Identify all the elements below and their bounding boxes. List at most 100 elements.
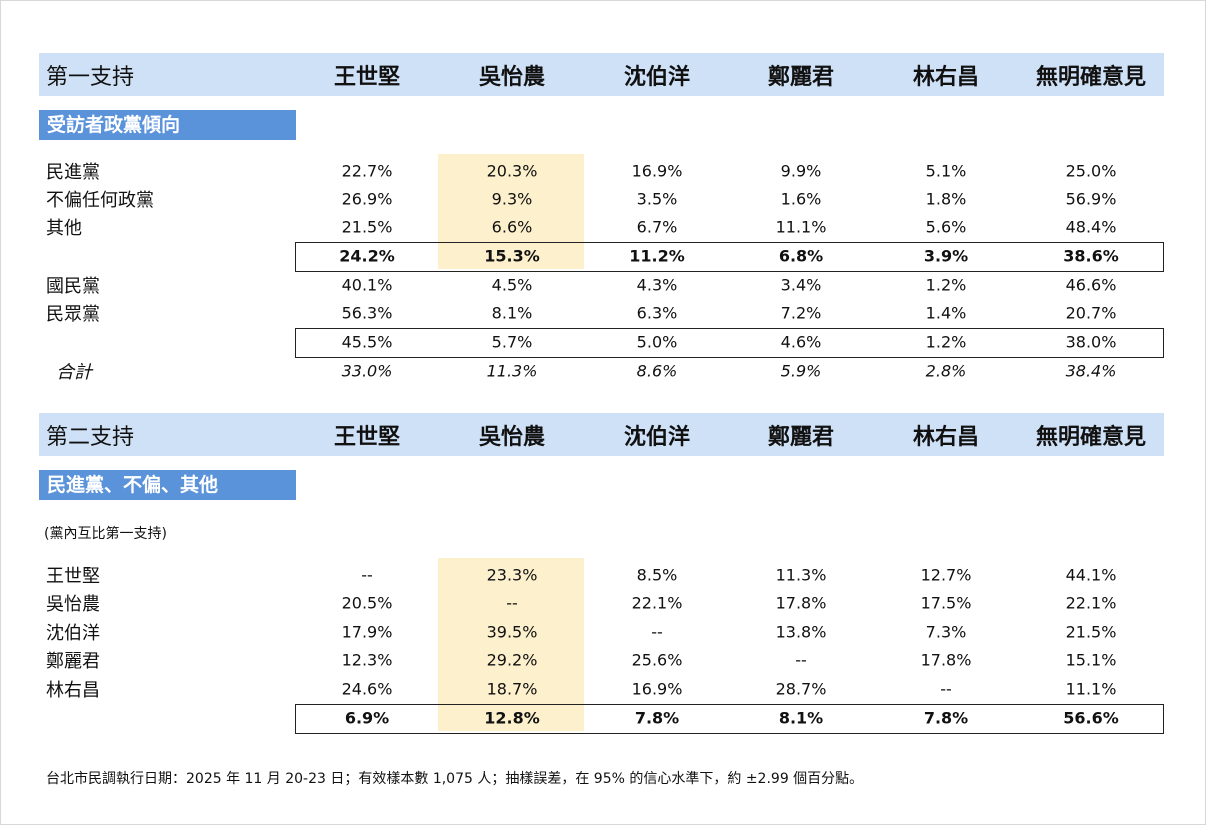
cell-value: 11.1% xyxy=(775,217,827,237)
row-label: 民進黨 xyxy=(46,162,100,183)
cell-value: 17.8% xyxy=(920,650,972,670)
cell-value: 56.3% xyxy=(341,303,393,323)
cell-value: 9.9% xyxy=(780,161,822,181)
row-label: 鄭麗君 xyxy=(46,651,100,672)
column-header: 無明確意見 xyxy=(1035,425,1147,450)
section-tag: 民進黨、不偏、其他 xyxy=(39,470,296,500)
cell-value: 6.7% xyxy=(636,217,678,237)
row-label: 沈伯洋 xyxy=(46,623,100,644)
cell-value: 4.3% xyxy=(636,275,678,295)
cell-value: 17.8% xyxy=(775,593,827,613)
cell-value: 1.8% xyxy=(925,189,967,209)
cell-value: 33.0% xyxy=(341,361,393,381)
cell-value: 5.7% xyxy=(491,332,533,352)
highlight-column xyxy=(438,154,584,269)
section-note: (黨內互比第一支持) xyxy=(44,526,167,542)
cell-value: 5.0% xyxy=(636,332,678,352)
column-header: 無明確意見 xyxy=(1035,65,1147,90)
cell-value: 21.5% xyxy=(341,217,393,237)
column-header: 第二支持 xyxy=(46,425,135,450)
column-header: 沈伯洋 xyxy=(623,425,691,450)
row-label: 國民黨 xyxy=(46,276,100,297)
cell-value: 8.1% xyxy=(778,708,824,728)
cell-value: -- xyxy=(651,622,663,642)
cell-value: 9.3% xyxy=(491,189,533,209)
cell-value: 23.3% xyxy=(486,565,538,585)
cell-value: 7.8% xyxy=(923,708,969,728)
cell-value: 6.3% xyxy=(636,303,678,323)
column-header: 鄭麗君 xyxy=(767,65,835,90)
cell-value: 48.4% xyxy=(1065,217,1117,237)
cell-value: 11.1% xyxy=(1065,679,1117,699)
cell-value: -- xyxy=(506,593,518,613)
column-header: 沈伯洋 xyxy=(623,65,691,90)
cell-value: 16.9% xyxy=(631,161,683,181)
cell-value: 5.9% xyxy=(780,361,822,381)
column-header: 吳怡農 xyxy=(478,425,546,450)
cell-value: 20.7% xyxy=(1065,303,1117,323)
cell-value: 12.7% xyxy=(920,565,972,585)
cell-value: 21.5% xyxy=(1065,622,1117,642)
cell-value: 25.0% xyxy=(1065,161,1117,181)
cell-value: 29.2% xyxy=(486,650,538,670)
column-header: 第一支持 xyxy=(46,65,135,90)
cell-value: 4.5% xyxy=(491,275,533,295)
cell-value: 8.6% xyxy=(636,361,678,381)
cell-value: 25.6% xyxy=(631,650,683,670)
column-header: 林右昌 xyxy=(912,425,980,450)
cell-value: 15.3% xyxy=(484,246,540,266)
cell-value: 1.2% xyxy=(925,332,967,352)
footnote: 台北市民調執行日期：2025 年 11 月 20-23 日；有效樣本數 1,07… xyxy=(46,771,864,787)
cell-value: -- xyxy=(361,565,373,585)
cell-value: 11.3% xyxy=(486,361,538,381)
summary-box xyxy=(295,704,1164,734)
row-label: 王世堅 xyxy=(46,566,100,587)
column-header: 吳怡農 xyxy=(478,65,546,90)
column-header: 王世堅 xyxy=(333,425,401,450)
cell-value: 8.5% xyxy=(636,565,678,585)
cell-value: 28.7% xyxy=(775,679,827,699)
cell-value: 3.4% xyxy=(780,275,822,295)
cell-value: 20.3% xyxy=(486,161,538,181)
cell-value: 38.0% xyxy=(1065,332,1117,352)
cell-value: 5.1% xyxy=(925,161,967,181)
cell-value: 5.6% xyxy=(925,217,967,237)
cell-value: 26.9% xyxy=(341,189,393,209)
cell-value: 3.5% xyxy=(636,189,678,209)
cell-value: 22.1% xyxy=(631,593,683,613)
cell-value: 39.5% xyxy=(486,622,538,642)
cell-value: 22.7% xyxy=(341,161,393,181)
cell-value: 7.3% xyxy=(925,622,967,642)
row-label: 不偏任何政黨 xyxy=(46,190,154,211)
summary-box xyxy=(295,328,1164,358)
cell-value: -- xyxy=(940,679,952,699)
column-header: 林右昌 xyxy=(912,65,980,90)
cell-value: 7.2% xyxy=(780,303,822,323)
cell-value: 38.4% xyxy=(1065,361,1117,381)
cell-value: 17.9% xyxy=(341,622,393,642)
cell-value: 45.5% xyxy=(341,332,393,352)
cell-value: -- xyxy=(795,650,807,670)
cell-value: 44.1% xyxy=(1065,565,1117,585)
cell-value: 56.6% xyxy=(1063,708,1119,728)
row-label: 民眾黨 xyxy=(46,304,100,325)
cell-value: 12.8% xyxy=(484,708,540,728)
cell-value: 6.6% xyxy=(491,217,533,237)
cell-value: 16.9% xyxy=(631,679,683,699)
cell-value: 22.1% xyxy=(1065,593,1117,613)
cell-value: 46.6% xyxy=(1065,275,1117,295)
cell-value: 2.8% xyxy=(925,361,967,381)
cell-value: 24.6% xyxy=(341,679,393,699)
cell-value: 1.6% xyxy=(780,189,822,209)
cell-value: 13.8% xyxy=(775,622,827,642)
cell-value: 38.6% xyxy=(1063,246,1119,266)
cell-value: 6.9% xyxy=(344,708,390,728)
cell-value: 1.4% xyxy=(925,303,967,323)
cell-value: 11.2% xyxy=(629,246,685,266)
cell-value: 3.9% xyxy=(923,246,969,266)
cell-value: 40.1% xyxy=(341,275,393,295)
section-tag: 受訪者政黨傾向 xyxy=(39,110,296,140)
cell-value: 6.8% xyxy=(778,246,824,266)
cell-value: 17.5% xyxy=(920,593,972,613)
